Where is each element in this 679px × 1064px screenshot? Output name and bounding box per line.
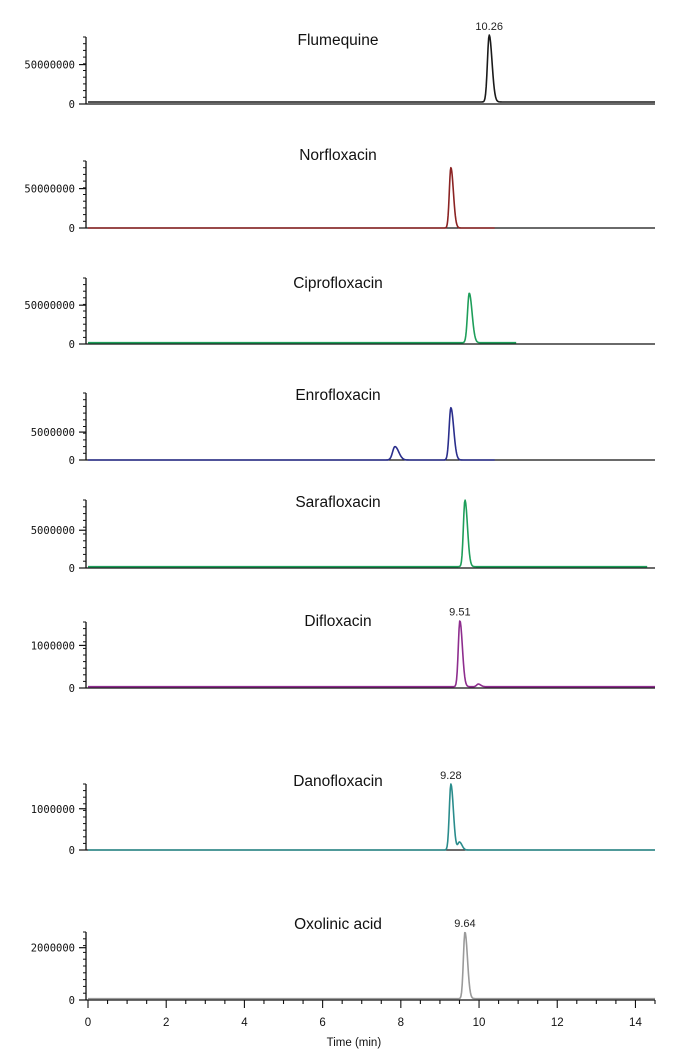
enrofloxacin-title: Enrofloxacin xyxy=(295,387,380,404)
norfloxacin-trace-line xyxy=(87,166,496,229)
flumequine-peak-label: 10.26 xyxy=(475,21,503,33)
oxolinic-acid-trace-line xyxy=(87,931,656,1000)
ciprofloxacin-title: Ciprofloxacin xyxy=(293,275,383,292)
flumequine-title: Flumequine xyxy=(298,32,379,49)
x-tick-label: 2 xyxy=(163,1017,169,1029)
norfloxacin-y-tick-label: 50000000 xyxy=(24,184,75,196)
oxolinic-acid-peak-label: 9.64 xyxy=(454,918,475,930)
sarafloxacin-y-tick-label: 5000000 xyxy=(31,525,75,537)
enrofloxacin-y-tick-label: 0 xyxy=(69,455,75,467)
norfloxacin-y-tick-label: 0 xyxy=(69,223,75,235)
x-tick-label: 10 xyxy=(473,1017,486,1029)
difloxacin-y-tick-label: 1000000 xyxy=(31,640,75,652)
oxolinic-acid-y-tick-label: 2000000 xyxy=(31,943,75,955)
difloxacin-y-tick-label: 0 xyxy=(69,683,75,695)
oxolinic-acid-title: Oxolinic acid xyxy=(294,916,382,933)
flumequine-trace-line xyxy=(87,34,656,103)
enrofloxacin-trace-line xyxy=(87,406,496,461)
danofloxacin-title: Danofloxacin xyxy=(293,773,383,790)
sarafloxacin-trace-line xyxy=(87,499,648,568)
ciprofloxacin-y-tick-label: 50000000 xyxy=(24,300,75,312)
x-tick-label: 12 xyxy=(551,1017,564,1029)
x-axis-title: Time (min) xyxy=(327,1037,382,1049)
x-tick-label: 0 xyxy=(85,1017,91,1029)
ciprofloxacin-trace-line xyxy=(87,292,517,344)
danofloxacin-peak-label: 9.28 xyxy=(440,770,461,782)
ciprofloxacin-y-tick-label: 0 xyxy=(69,339,75,351)
x-tick-label: 4 xyxy=(241,1017,248,1029)
norfloxacin-title: Norfloxacin xyxy=(299,147,377,164)
x-tick-label: 6 xyxy=(319,1017,325,1029)
x-tick-label: 14 xyxy=(629,1017,642,1029)
difloxacin-trace-line xyxy=(87,620,656,688)
flumequine-y-tick-label: 0 xyxy=(69,99,75,111)
sarafloxacin-y-tick-label: 0 xyxy=(69,563,75,575)
x-tick-label: 8 xyxy=(398,1017,404,1029)
difloxacin-title: Difloxacin xyxy=(304,613,371,630)
danofloxacin-y-tick-label: 0 xyxy=(69,845,75,857)
enrofloxacin-y-tick-label: 5000000 xyxy=(31,427,75,439)
difloxacin-peak-label: 9.51 xyxy=(449,607,470,619)
danofloxacin-trace-line xyxy=(87,783,656,851)
danofloxacin-y-tick-label: 1000000 xyxy=(31,804,75,816)
flumequine-y-tick-label: 50000000 xyxy=(24,60,75,72)
oxolinic-acid-y-tick-label: 0 xyxy=(69,995,75,1007)
sarafloxacin-title: Sarafloxacin xyxy=(295,494,380,511)
